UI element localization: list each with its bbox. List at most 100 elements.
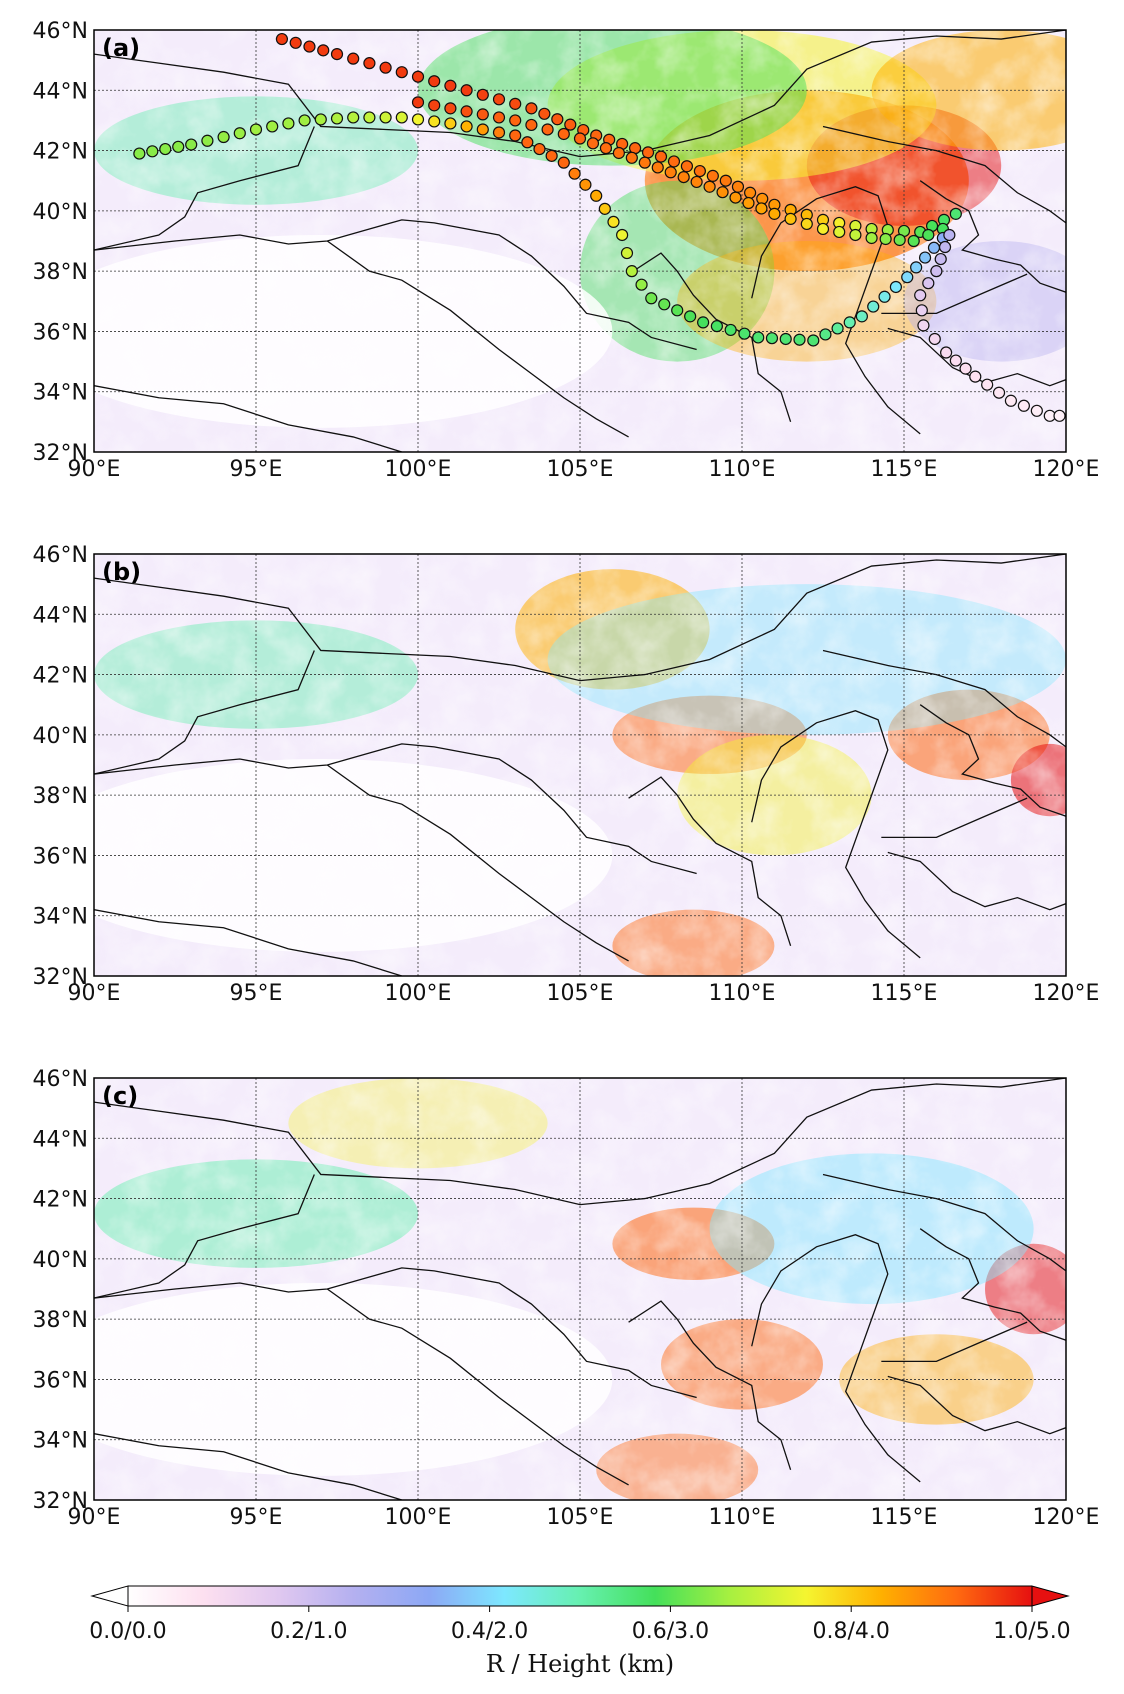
- trajectory-point: [731, 180, 745, 193]
- trajectory-point: [541, 123, 554, 136]
- trajectory-point: [878, 290, 891, 303]
- boundary-line: [94, 385, 402, 452]
- boundary-line: [94, 126, 315, 251]
- trajectory-point: [533, 142, 546, 156]
- latitude-tick-label: 40°N: [33, 724, 88, 749]
- trajectory-point: [159, 142, 172, 156]
- trajectory-point: [724, 323, 737, 337]
- boundary-line: [887, 851, 1066, 911]
- trajectory-point: [807, 334, 820, 347]
- trajectory-point: [586, 137, 600, 150]
- longitude-tick-label: 120°E: [1033, 457, 1100, 482]
- trajectory-point: [816, 222, 830, 236]
- speckle-texture: [94, 554, 1066, 976]
- latitude-tick-label: 38°N: [33, 784, 88, 809]
- trajectory-point: [133, 147, 146, 160]
- latitude-tick-label: 44°N: [33, 603, 88, 628]
- boundary-line: [919, 1228, 1066, 1341]
- panel-label: (c): [102, 1082, 138, 1110]
- latitude-tick-label: 40°N: [33, 200, 88, 225]
- latitude-tick-label: 34°N: [33, 381, 88, 406]
- trajectory-point: [742, 196, 755, 210]
- latitude-tick-label: 42°N: [33, 1188, 88, 1213]
- boundary-line: [751, 1234, 921, 1483]
- longitude-tick-label: 100°E: [385, 981, 452, 1006]
- trajectory-point: [428, 99, 441, 112]
- boundary-line: [94, 743, 697, 875]
- trajectory-point: [573, 132, 587, 145]
- trajectory-point: [914, 289, 927, 302]
- trajectory-point: [379, 61, 392, 74]
- latitude-tick-label: 42°N: [33, 664, 88, 689]
- trajectory-point: [492, 93, 506, 106]
- map-frame: [93, 553, 1067, 977]
- trajectory-point: [460, 84, 473, 97]
- trajectory-point: [492, 126, 506, 139]
- longitude-tick-label: 105°E: [547, 457, 614, 482]
- trajectory-point: [865, 231, 878, 245]
- trajectory-point: [922, 228, 935, 242]
- trajectory-point: [645, 292, 658, 305]
- trajectory-point: [949, 207, 962, 220]
- trajectory-point: [654, 150, 668, 163]
- trajectory-point: [635, 278, 648, 291]
- boundaries: [94, 30, 1066, 452]
- trajectory-point: [509, 129, 522, 142]
- boundary-line: [94, 219, 697, 351]
- trajectory-point: [779, 332, 792, 346]
- trajectory-point: [927, 241, 941, 254]
- latitude-tick-label: 36°N: [33, 320, 88, 345]
- boundary-line: [628, 252, 792, 423]
- boundary-line: [326, 240, 629, 438]
- reflectivity-field: [94, 554, 1066, 976]
- trajectory-point: [363, 57, 376, 70]
- trajectory-point: [1004, 394, 1018, 407]
- latitude-tick-label: 38°N: [33, 1308, 88, 1333]
- trajectory-point: [716, 186, 729, 199]
- panel-label: (b): [102, 558, 141, 586]
- boundary-line: [919, 180, 1066, 293]
- boundary-line: [628, 776, 792, 947]
- trajectory-point: [849, 228, 862, 242]
- trajectory-point: [738, 327, 751, 340]
- colorbar-min-extension: [90, 1585, 129, 1607]
- longitude-tick-label: 110°E: [709, 1505, 776, 1530]
- trajectory-point: [460, 120, 473, 133]
- trajectory-point: [201, 134, 214, 147]
- longitude-tick-label: 100°E: [385, 1505, 452, 1530]
- trajectory-point: [917, 319, 930, 332]
- boundary-line: [94, 1267, 697, 1399]
- boundary-line: [822, 1173, 1066, 1272]
- longitude-tick-label: 105°E: [547, 981, 614, 1006]
- trajectory-point: [658, 298, 671, 311]
- boundary-line: [822, 649, 1066, 748]
- latitude-tick-label: 46°N: [33, 543, 88, 568]
- latitude-tick-label: 32°N: [33, 965, 88, 990]
- trajectory-point: [557, 127, 570, 141]
- trajectory-point: [833, 225, 846, 239]
- speckle-texture: [94, 1078, 1066, 1500]
- trajectory-point: [784, 212, 797, 225]
- trajectory-point: [330, 48, 344, 61]
- trajectory-point: [638, 156, 651, 169]
- trajectory-point: [743, 186, 757, 199]
- trajectory-point: [867, 300, 880, 313]
- trajectory-point: [680, 160, 694, 173]
- colorbar-title: R / Height (km): [486, 1650, 674, 1678]
- trajectory-point: [275, 32, 289, 46]
- trajectory-point: [889, 280, 903, 294]
- colorbar-tick-label: 1.0/5.0: [993, 1619, 1070, 1644]
- trajectory-point: [217, 130, 230, 144]
- trajectory-point: [363, 111, 376, 124]
- boundary-line: [94, 1078, 1066, 1206]
- trajectory-point: [428, 75, 441, 88]
- reflectivity-field: [94, 30, 1066, 452]
- trajectory-point: [1053, 409, 1066, 422]
- trajectory-point: [755, 202, 768, 215]
- trajectory-point: [641, 146, 655, 159]
- boundary-line: [881, 1321, 1028, 1362]
- trajectory-point: [317, 44, 330, 57]
- trajectory-point: [793, 333, 806, 346]
- trajectory-point: [752, 331, 765, 344]
